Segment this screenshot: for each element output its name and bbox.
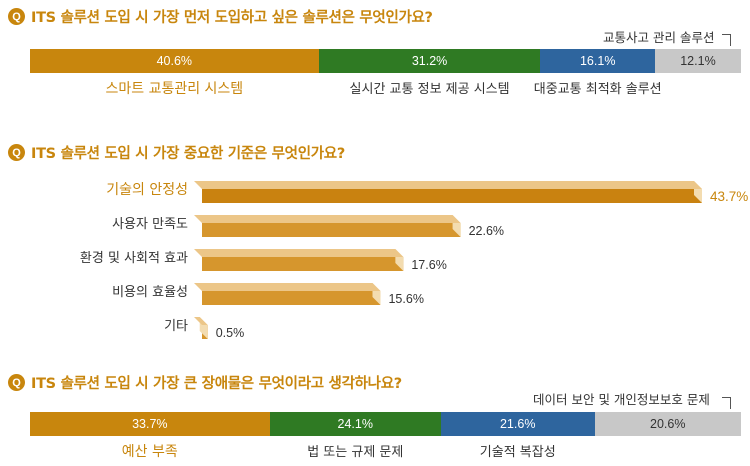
- bar-value-label: 22.6%: [469, 224, 504, 238]
- bar-category-label: 환경 및 사회적 효과: [80, 251, 188, 266]
- criteria-bar: [194, 283, 381, 305]
- criteria-bar: [194, 181, 702, 203]
- bar-category-label: 실시간 교통 정보 제공 시스템: [349, 82, 510, 97]
- bar-category-label: 예산 부족: [121, 444, 178, 460]
- bar-segment-3: 21.6%: [440, 412, 595, 436]
- bar-value-label: 0.5%: [216, 326, 245, 340]
- q-badge-icon: Q: [8, 8, 25, 25]
- callout-3-text: 데이터 보안 및 개인정보보호 문제: [533, 392, 710, 407]
- bar-segment-2: 31.2%: [318, 49, 541, 73]
- bar-segment-1: 33.7%: [30, 412, 270, 436]
- bar-value-label: 15.6%: [388, 292, 423, 306]
- bar-top-face: [194, 215, 461, 223]
- bar-category-label: 기술의 안정성: [106, 182, 188, 198]
- bar-category-label: 기타: [164, 319, 188, 334]
- question-1-text: ITS 솔루션 도입 시 가장 먼저 도입하고 싶은 솔루션은 무엇인가요?: [31, 10, 433, 26]
- bar-top-face: [194, 181, 702, 189]
- bar-value-label: 17.6%: [411, 258, 446, 272]
- bar-value-label: 43.7%: [710, 189, 748, 204]
- stacked-bar-1: 40.6% 31.2% 16.1% 12.1%: [30, 49, 741, 73]
- question-3: Q ITS 솔루션 도입 시 가장 큰 장애물은 무엇이라고 생각하나요?: [8, 372, 402, 393]
- bar-top-face: [194, 249, 404, 257]
- bar-category-label: 사용자 만족도: [112, 217, 188, 232]
- bar-category-label: 비용의 효율성: [112, 285, 188, 300]
- bar-category-label: 기술적 복잡성: [479, 445, 556, 460]
- q-badge-icon: Q: [8, 144, 25, 161]
- q-badge-icon: Q: [8, 374, 25, 391]
- bar-segment-1: 40.6%: [30, 49, 319, 73]
- bar-front-face: [202, 291, 381, 305]
- question-2-text: ITS 솔루션 도입 시 가장 중요한 기준은 무엇인가요?: [31, 146, 345, 162]
- bar-front-face: [202, 223, 461, 237]
- callout-1-text: 교통사고 관리 솔루션: [603, 30, 715, 45]
- callout-3-line: [722, 397, 731, 409]
- bar-top-face: [194, 283, 381, 291]
- bar-segment-4: 20.6%: [594, 412, 741, 436]
- criteria-bar-chart: 기술의 안정성 43.7% 사용자 만족도 22.6% 환경 및 사회적 효과 17.6%…: [80, 181, 748, 340]
- question-3-text: ITS 솔루션 도입 시 가장 큰 장애물은 무엇이라고 생각하나요?: [31, 376, 402, 392]
- bar-front-face: [202, 257, 404, 271]
- question-1: Q ITS 솔루션 도입 시 가장 먼저 도입하고 싶은 솔루션은 무엇인가요?: [8, 6, 433, 27]
- bar-category-label: 대중교통 최적화 솔루션: [533, 82, 662, 97]
- bar-segment-4: 12.1%: [654, 49, 741, 73]
- stacked-bar-3: 33.7% 24.1% 21.6% 20.6%: [30, 412, 741, 436]
- bar-category-label: 스마트 교통관리 시스템: [105, 81, 244, 97]
- bar-segment-2: 24.1%: [269, 412, 441, 436]
- callout-1-line: [722, 34, 731, 46]
- criteria-bar: [194, 215, 461, 237]
- bar-segment-3: 16.1%: [540, 49, 655, 73]
- question-2: Q ITS 솔루션 도입 시 가장 중요한 기준은 무엇인가요?: [8, 142, 345, 163]
- criteria-bar: [194, 317, 208, 339]
- bar-front-face: [202, 189, 702, 203]
- bar-category-label: 법 또는 규제 문제: [307, 445, 404, 460]
- bar-top-face: [194, 317, 208, 325]
- criteria-bar: [194, 249, 404, 271]
